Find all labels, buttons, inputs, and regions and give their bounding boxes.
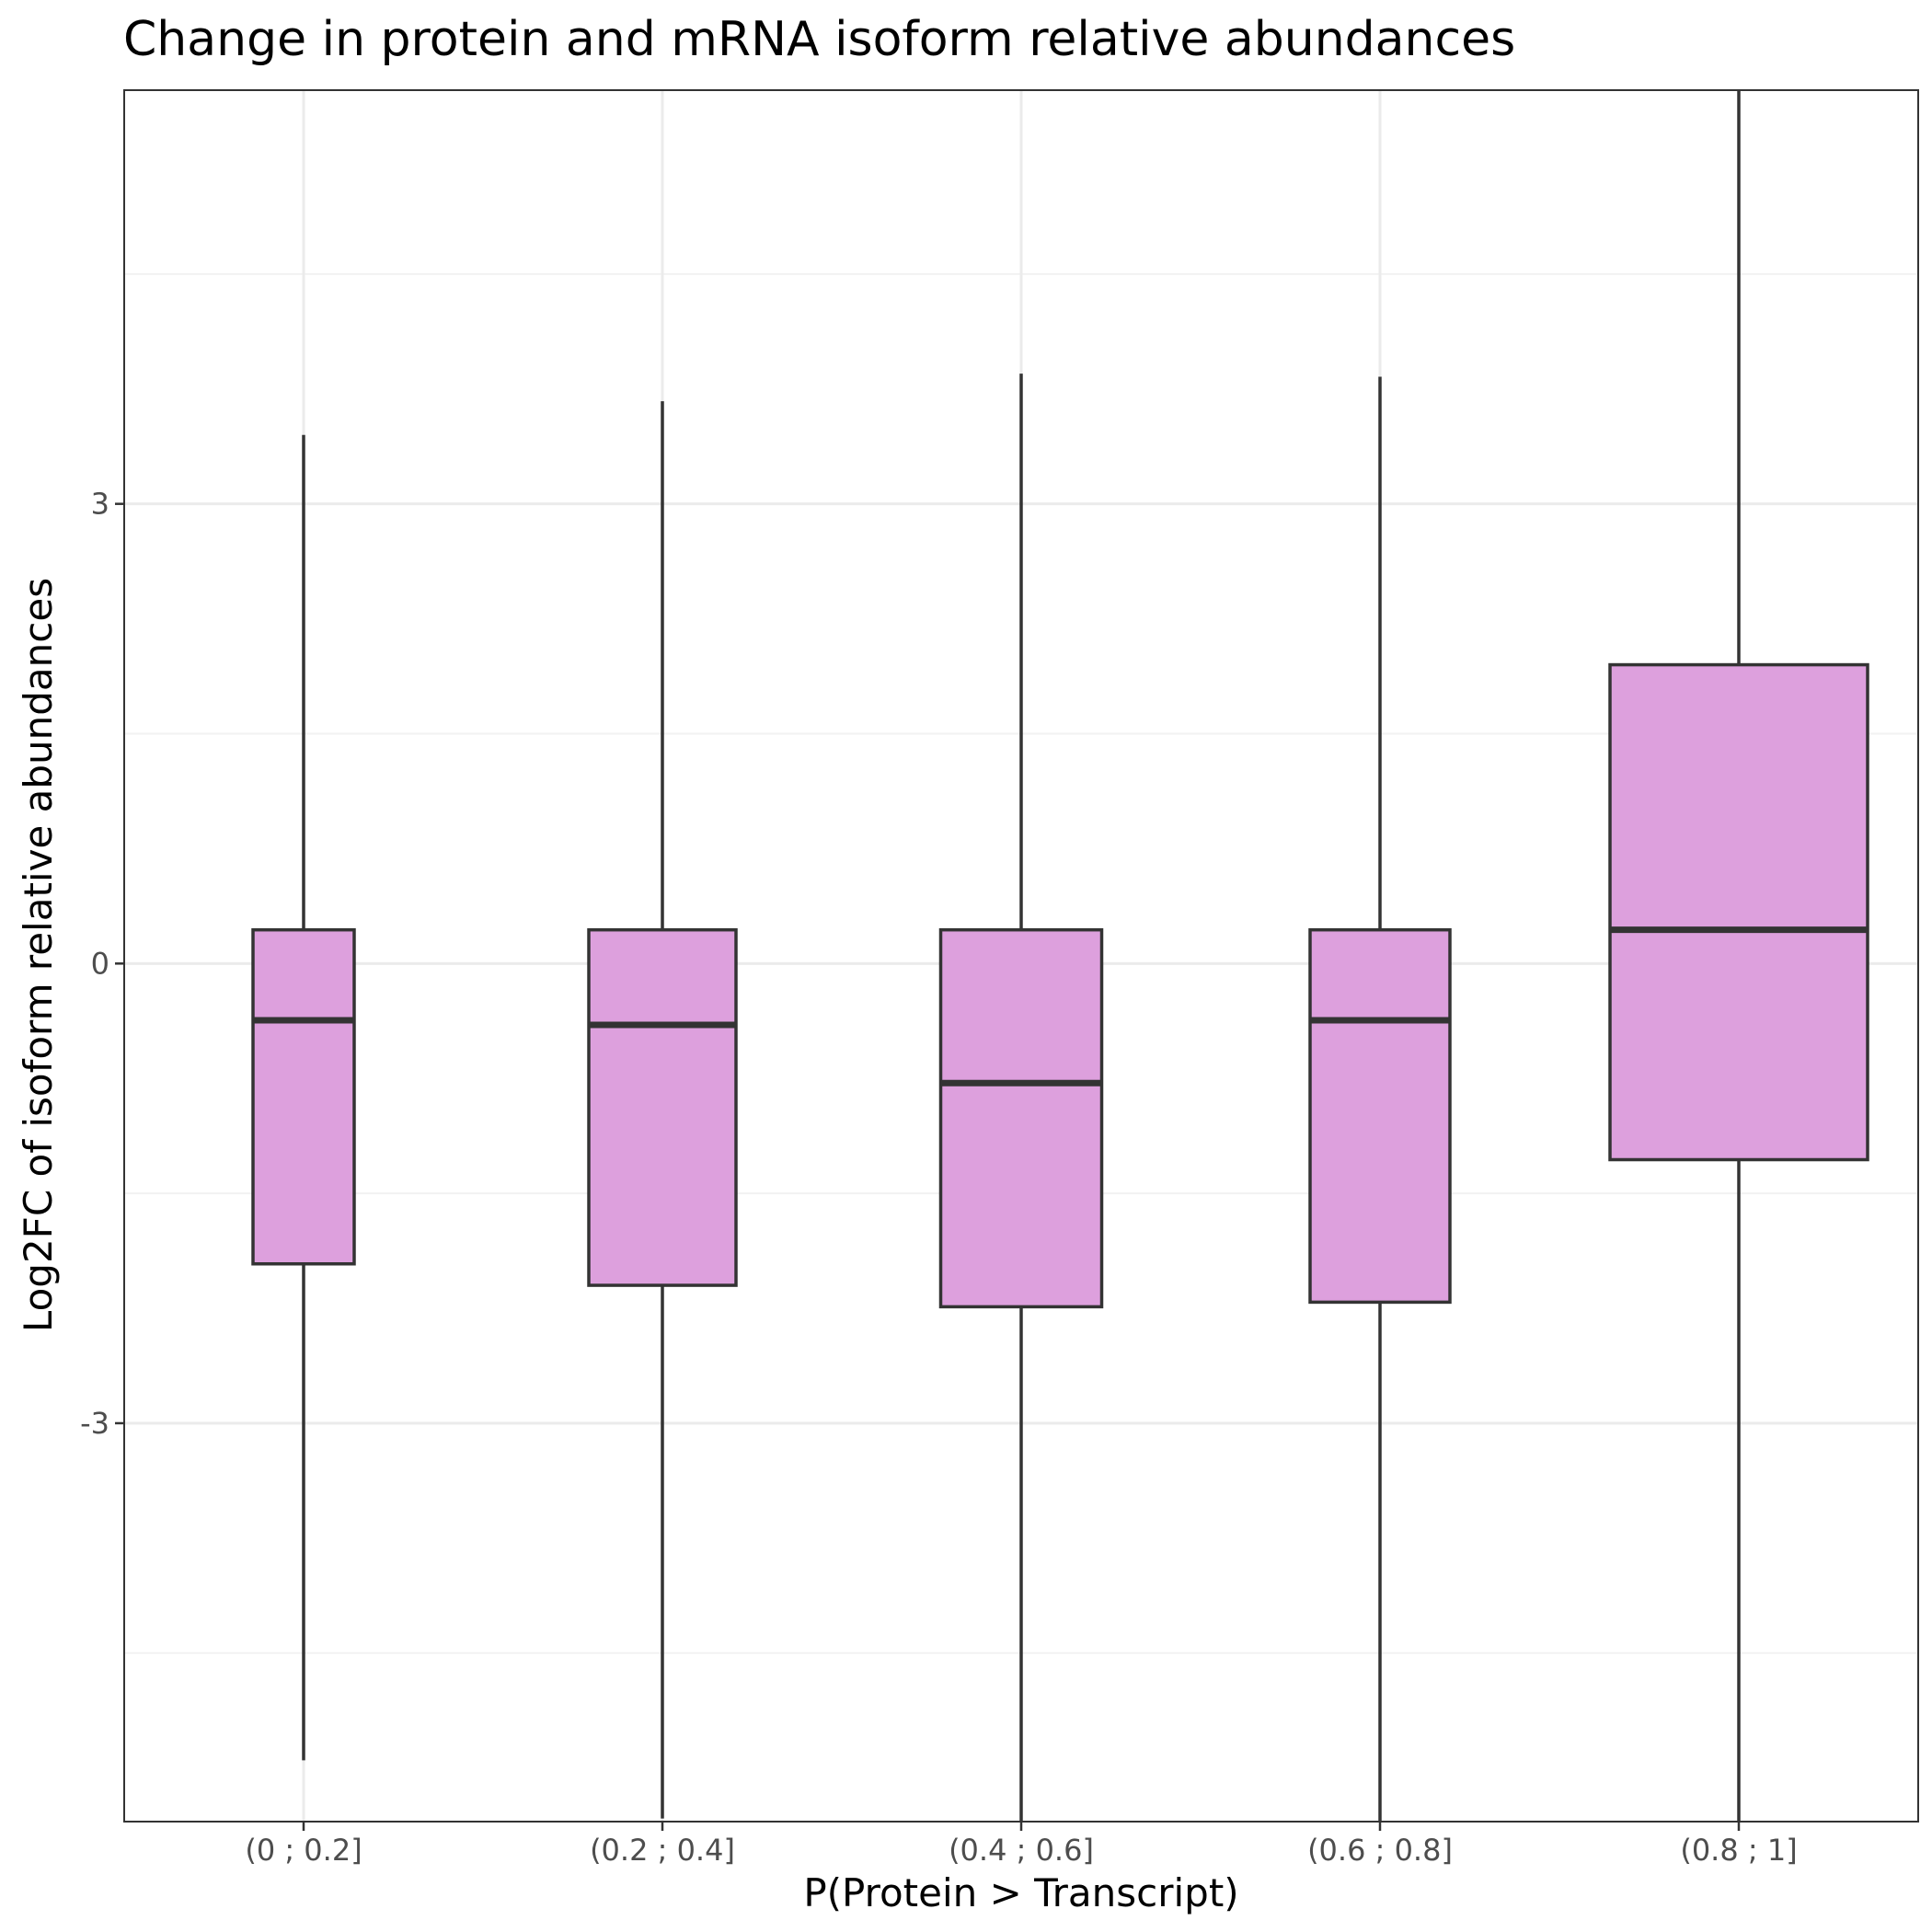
y-axis-title: Log2FC of isoform relative abundances (16, 578, 61, 1332)
y-tick-label: -3 (80, 1406, 109, 1441)
y-tick-label: 3 (91, 487, 109, 522)
x-tick-label: (0 ; 0.2] (245, 1833, 362, 1868)
box-iqr (1608, 662, 1869, 1162)
x-tick-label: (0.8 ; 1] (1680, 1833, 1797, 1868)
x-tick-label: (0.6 ; 0.8] (1307, 1833, 1453, 1868)
plot-panel: 3 0 -3 (0 ; 0.2] (0.2 ; 0.4] (0.4 ; 0.6] (0.6 … (80, 89, 1919, 1868)
chart-title: Change in protein and mRNA isoform relat… (123, 12, 1515, 67)
x-tick-label: (0.2 ; 0.4] (590, 1833, 735, 1868)
x-tick-label: (0.4 ; 0.6] (949, 1833, 1094, 1868)
x-axis-title: P(Protein > Transcript) (803, 1870, 1238, 1915)
box-iqr (587, 927, 738, 1287)
box-iqr (1308, 927, 1452, 1305)
box-iqr (938, 927, 1104, 1309)
y-tick-label: 0 (91, 946, 109, 981)
box-iqr (251, 927, 356, 1266)
